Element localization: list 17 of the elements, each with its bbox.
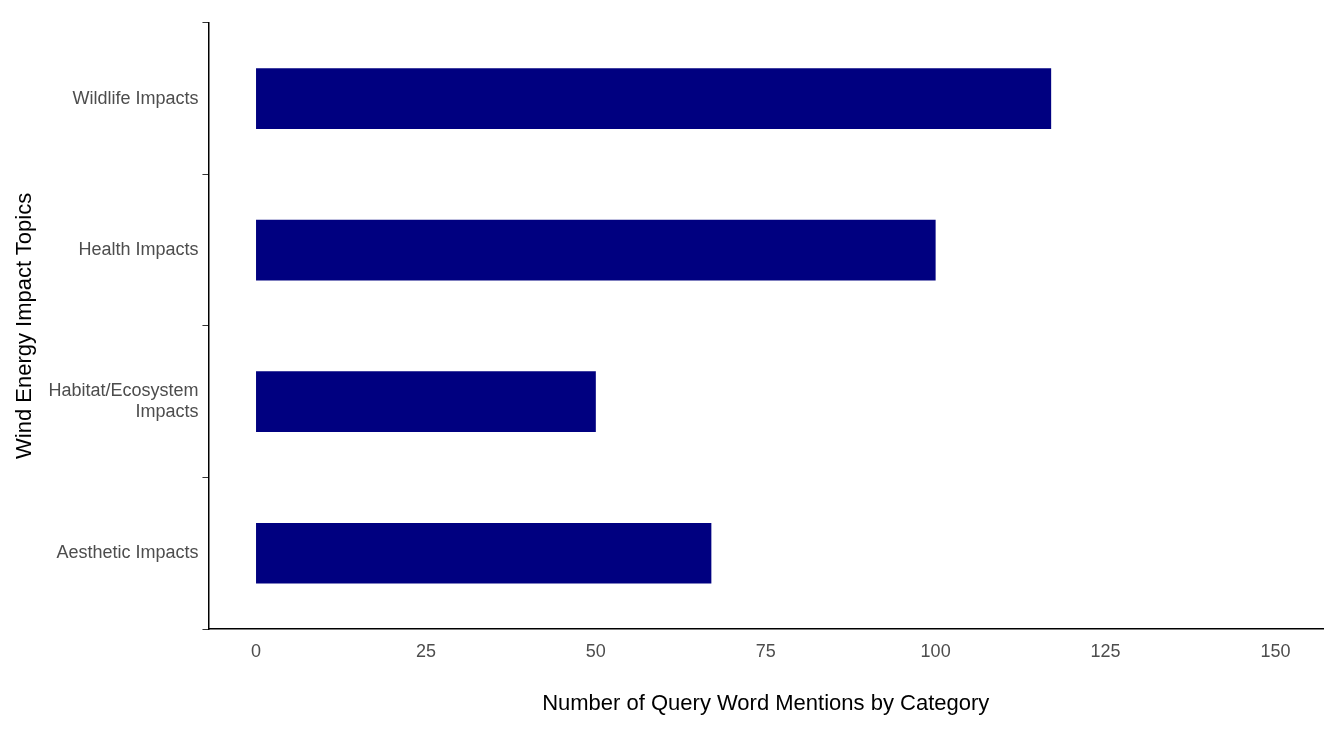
y-axis-title: Wind Energy Impact Topics (11, 192, 37, 459)
bar (256, 371, 596, 432)
x-tick-label: 150 (1260, 640, 1291, 661)
y-tick-label: Aesthetic Impacts (56, 542, 199, 563)
x-axis-title: Number of Query Word Mentions by Category (542, 689, 990, 715)
bar (256, 522, 712, 584)
x-tick-label: 100 (920, 640, 951, 661)
x-tick-label: 0 (251, 640, 262, 661)
y-tick-label: Wildlife Impacts (72, 87, 199, 108)
x-tick-label: 25 (415, 640, 436, 661)
x-tick-label: 75 (755, 640, 776, 661)
bar (256, 219, 936, 281)
bar (256, 68, 1052, 129)
y-tick-label: Habitat/Ecosystem Impacts (48, 379, 199, 422)
x-tick-label: 125 (1090, 640, 1121, 661)
x-tick-label: 50 (585, 640, 606, 661)
y-tick-label: Health Impacts (78, 239, 199, 260)
